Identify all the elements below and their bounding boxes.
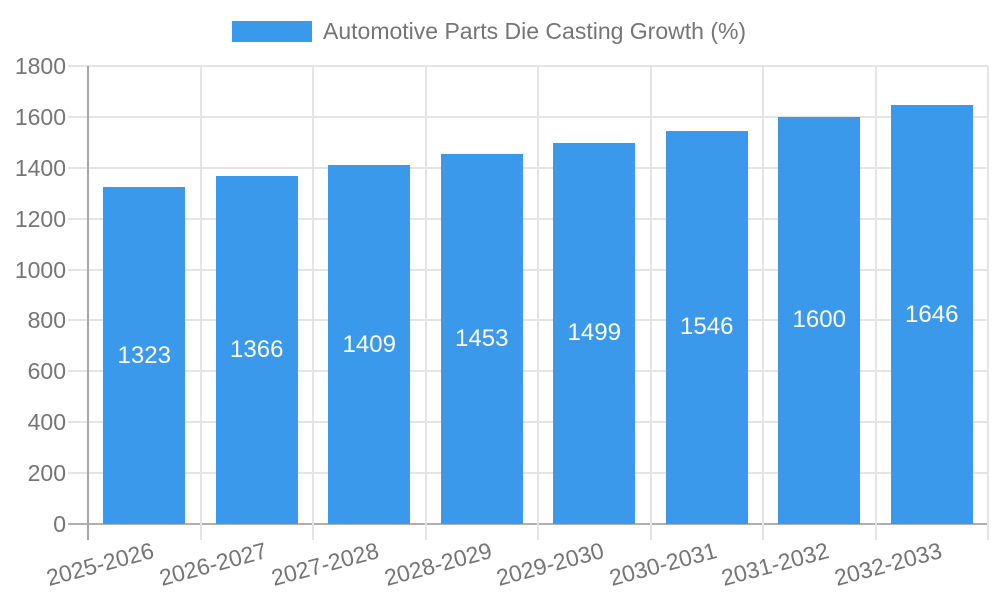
- y-axis-tick-label: 1200: [14, 205, 66, 232]
- bar-2026-2027[interactable]: 1366: [215, 176, 298, 524]
- bar-2032-2033[interactable]: 1646: [890, 105, 973, 524]
- x-axis-tick-label: 2030-2031: [606, 537, 720, 591]
- gridline: [68, 217, 988, 220]
- gridline: [68, 370, 988, 373]
- gridline-vertical: [424, 66, 427, 540]
- bar-value-label: 1409: [342, 330, 396, 358]
- bar-value-label: 1646: [905, 300, 959, 328]
- x-axis-tick-label: 2027-2028: [268, 537, 382, 591]
- x-axis-tick-label: 2031-2032: [718, 537, 832, 591]
- bar-value-label: 1546: [680, 313, 734, 341]
- gridline-vertical: [987, 66, 989, 540]
- gridline-vertical: [199, 66, 202, 540]
- y-axis-tick-label: 1400: [14, 154, 66, 181]
- x-axis-baseline: [68, 523, 988, 525]
- gridline: [68, 472, 988, 475]
- bar-2029-2030[interactable]: 1499: [553, 142, 636, 524]
- y-axis-tick-label: 800: [27, 307, 66, 334]
- x-axis-tick-label: 2026-2027: [156, 537, 270, 591]
- x-axis-tick-label: 2029-2030: [493, 537, 607, 591]
- y-axis-line: [87, 66, 89, 540]
- gridline-vertical: [537, 66, 539, 540]
- bar-2031-2032[interactable]: 1600: [778, 116, 861, 524]
- legend-swatch: [232, 21, 312, 42]
- y-axis-tick-label: 600: [27, 358, 66, 385]
- gridline: [68, 319, 988, 322]
- y-axis-tick-label: 0: [53, 511, 66, 537]
- bar-2027-2028[interactable]: 1409: [328, 165, 411, 524]
- legend[interactable]: Automotive Parts Die Casting Growth (%): [232, 18, 747, 44]
- gridline-vertical: [312, 66, 314, 540]
- gridline: [68, 65, 988, 67]
- bar-2030-2031[interactable]: 1546: [665, 130, 748, 524]
- y-axis-tick-label: 1600: [14, 103, 66, 130]
- y-axis-tick-label: 1000: [14, 256, 66, 283]
- bar-value-label: 1366: [230, 336, 284, 364]
- gridline-vertical: [762, 66, 764, 540]
- x-axis-tick-label: 2025-2026: [43, 537, 157, 591]
- gridline: [68, 268, 988, 271]
- gridline: [68, 166, 988, 169]
- y-axis-tick-label: 400: [27, 409, 66, 436]
- gridline: [68, 421, 988, 424]
- bar-value-label: 1323: [117, 341, 171, 369]
- y-axis-tick-label: 200: [27, 460, 66, 487]
- x-axis-tick-label: 2028-2029: [381, 537, 495, 591]
- legend-label: Automotive Parts Die Casting Growth (%): [323, 18, 747, 44]
- bar-value-label: 1453: [455, 325, 509, 353]
- bar-value-label: 1600: [792, 306, 846, 334]
- bar-2028-2029[interactable]: 1453: [440, 154, 523, 524]
- gridline-vertical: [649, 66, 652, 540]
- x-axis-tick-label: 2032-2033: [831, 537, 945, 591]
- y-axis-tick-label: 1800: [14, 53, 66, 79]
- bar-value-label: 1499: [567, 319, 621, 347]
- bar-2025-2026[interactable]: 1323: [103, 187, 186, 524]
- gridline-vertical: [874, 66, 877, 540]
- gridline: [68, 115, 988, 118]
